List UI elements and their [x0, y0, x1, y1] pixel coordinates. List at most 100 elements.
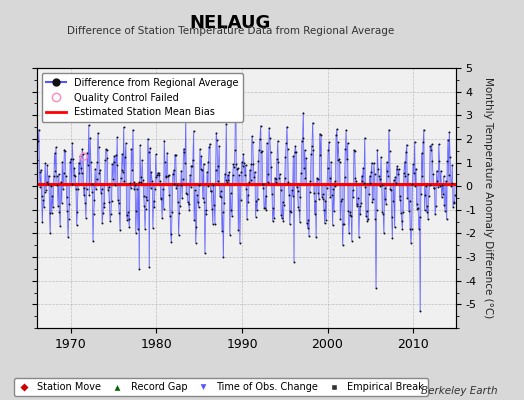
Point — [291, 143, 300, 150]
Point — [296, 218, 304, 225]
Point — [139, 193, 148, 199]
Point — [219, 209, 227, 215]
Point — [348, 187, 357, 194]
Point — [127, 185, 135, 191]
Point — [146, 145, 154, 151]
Point — [149, 198, 158, 204]
Point — [169, 171, 177, 177]
Point — [291, 148, 299, 155]
Point — [91, 166, 100, 172]
Point — [245, 179, 253, 185]
Point — [254, 158, 263, 164]
Point — [313, 176, 322, 182]
Text: Difference of Station Temperature Data from Regional Average: Difference of Station Temperature Data f… — [67, 26, 394, 36]
Point — [157, 196, 166, 203]
Point — [308, 143, 316, 149]
Point — [111, 182, 119, 188]
Point — [335, 159, 344, 165]
Point — [38, 219, 47, 225]
Point — [260, 204, 268, 211]
Point — [392, 166, 401, 172]
Point — [35, 168, 43, 175]
Point — [49, 204, 57, 210]
Point — [159, 206, 168, 212]
Point — [433, 178, 442, 184]
Point — [418, 173, 427, 179]
Point — [316, 152, 324, 158]
Point — [361, 184, 369, 190]
Point — [47, 183, 55, 190]
Point — [196, 166, 205, 173]
Point — [112, 152, 120, 158]
Point — [444, 172, 453, 178]
Point — [359, 180, 368, 186]
Point — [378, 209, 387, 216]
Point — [323, 185, 331, 192]
Point — [234, 165, 242, 172]
Point — [163, 150, 171, 156]
Point — [173, 199, 182, 206]
Point — [61, 148, 69, 154]
Point — [276, 186, 285, 193]
Point — [259, 185, 268, 192]
Point — [178, 195, 187, 201]
Point — [83, 149, 92, 156]
Point — [209, 220, 217, 227]
Point — [187, 184, 195, 190]
Point — [450, 200, 458, 206]
Point — [88, 189, 96, 196]
Point — [317, 132, 325, 138]
Point — [99, 210, 107, 216]
Point — [64, 216, 73, 222]
Point — [264, 179, 272, 186]
Point — [333, 126, 341, 132]
Point — [201, 250, 209, 256]
Point — [410, 138, 419, 145]
Point — [195, 182, 203, 188]
Point — [307, 150, 315, 157]
Point — [32, 157, 41, 164]
Point — [199, 160, 208, 167]
Point — [370, 171, 379, 177]
Point — [293, 188, 302, 195]
Point — [431, 211, 440, 218]
Point — [423, 202, 432, 209]
Point — [281, 154, 290, 160]
Point — [81, 200, 90, 207]
Point — [217, 194, 225, 200]
Point — [356, 211, 365, 217]
Point — [234, 227, 243, 233]
Point — [90, 211, 98, 217]
Point — [397, 210, 405, 216]
Point — [71, 172, 79, 179]
Point — [85, 192, 94, 198]
Point — [185, 206, 193, 213]
Point — [353, 201, 362, 207]
Point — [447, 180, 456, 186]
Point — [359, 164, 367, 171]
Point — [450, 198, 458, 205]
Point — [341, 174, 349, 181]
Point — [383, 168, 391, 174]
Point — [449, 204, 457, 210]
Point — [233, 166, 241, 173]
Point — [400, 158, 409, 165]
Point — [260, 205, 269, 212]
Point — [170, 181, 179, 188]
Point — [179, 146, 188, 152]
Point — [182, 190, 191, 196]
Point — [181, 116, 190, 122]
Point — [402, 149, 410, 156]
Point — [267, 164, 276, 170]
Point — [258, 181, 267, 187]
Point — [155, 172, 163, 178]
Point — [98, 220, 106, 226]
Point — [256, 136, 264, 142]
Point — [237, 168, 245, 175]
Point — [102, 146, 110, 153]
Point — [411, 183, 419, 189]
Point — [59, 186, 67, 192]
Point — [383, 159, 391, 165]
Point — [167, 231, 175, 237]
Point — [210, 202, 219, 208]
